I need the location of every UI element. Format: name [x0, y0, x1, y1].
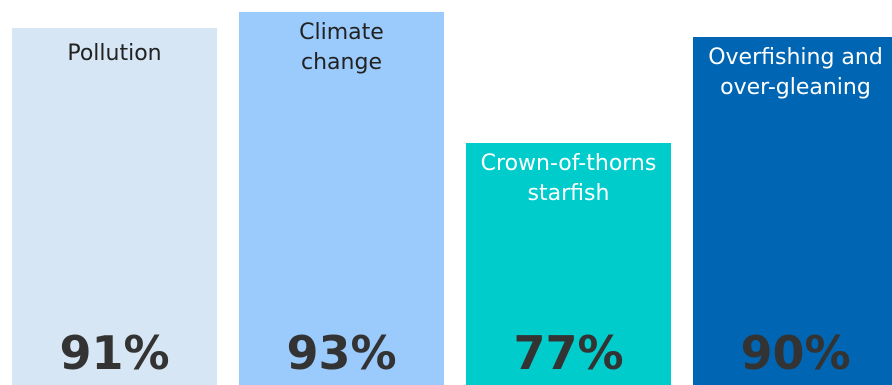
bar-category-label: Pollution — [67, 41, 162, 66]
bar-category-label: Climate change — [299, 20, 384, 75]
bar-category-label: Overfishing and over-gleaning — [708, 45, 883, 100]
bar-0: Pollution 91% — [12, 28, 217, 385]
bar-3: Overfishing and over-gleaning 90% — [693, 37, 892, 385]
bar-value-label: 90% — [740, 326, 851, 380]
bar-1: Climate change 93% — [239, 12, 444, 385]
bar-value-label: 77% — [513, 326, 624, 380]
bar-value-label: 91% — [59, 326, 170, 380]
bar-category-label: Crown-of-thorns starfish — [480, 151, 657, 206]
bar-value-label: 93% — [286, 326, 397, 380]
bar-2: Crown-of-thorns starfish 77% — [466, 143, 671, 385]
